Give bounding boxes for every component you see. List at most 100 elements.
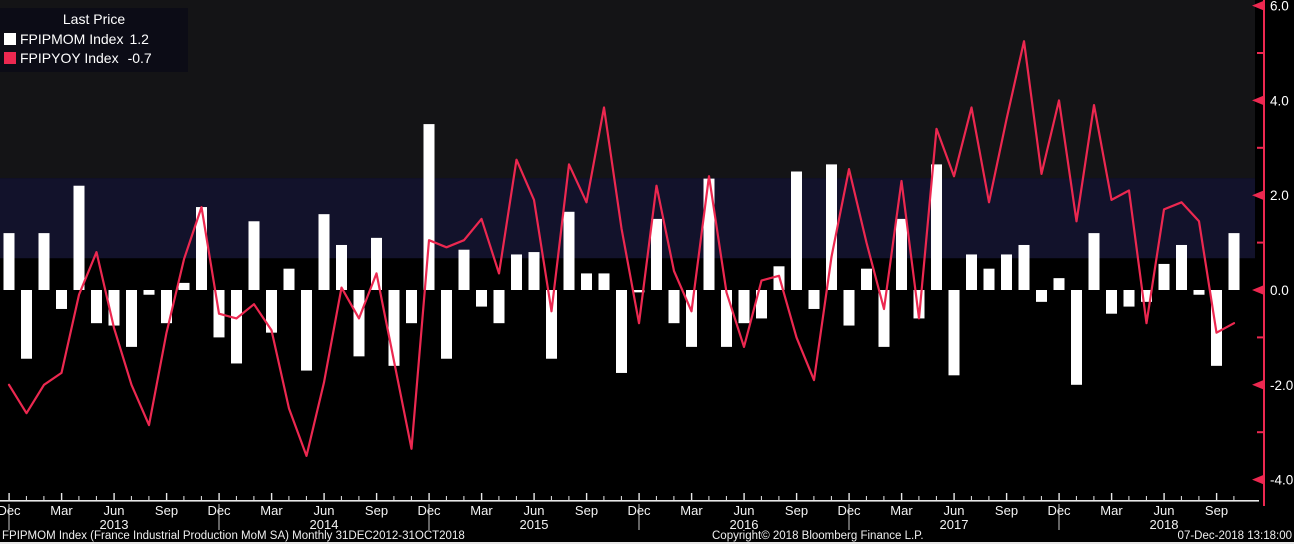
bar-fpipmom[interactable]	[913, 290, 925, 319]
x-tick	[883, 496, 885, 500]
chart-legend: Last Price FPIPMOM Index 1.2 FPIPYOY Ind…	[0, 8, 188, 72]
bar-fpipmom[interactable]	[563, 211, 575, 290]
bar-fpipmom[interactable]	[73, 185, 85, 290]
bar-fpipmom[interactable]	[353, 290, 365, 357]
bar-fpipmom[interactable]	[1141, 290, 1152, 302]
bar-fpipmom[interactable]	[966, 254, 977, 290]
bar-fpipmom[interactable]	[423, 124, 435, 290]
bar-fpipmom[interactable]	[791, 171, 802, 291]
bar-fpipmom[interactable]	[388, 290, 400, 366]
bar-fpipmom[interactable]	[336, 244, 347, 290]
bar-fpipmom[interactable]	[301, 290, 312, 371]
bar-fpipmom[interactable]	[1123, 290, 1135, 307]
x-tick	[253, 496, 255, 500]
bar-fpipmom[interactable]	[56, 290, 67, 309]
x-tick-label: Dec	[0, 503, 21, 518]
bar-fpipmom[interactable]	[581, 273, 592, 290]
bar-fpipmom[interactable]	[283, 268, 295, 290]
bar-fpipmom[interactable]	[406, 290, 417, 324]
bar-fpipmom[interactable]	[248, 221, 260, 290]
year-separator	[638, 504, 640, 530]
bar-fpipmom[interactable]	[476, 290, 487, 307]
footer-bar: FPIPMOM Index (France Industrial Product…	[0, 528, 1294, 544]
bar-fpipmom[interactable]	[126, 290, 137, 347]
x-tick	[935, 496, 937, 500]
bar-fpipmom[interactable]	[231, 290, 242, 364]
bar-fpipmom[interactable]	[1018, 244, 1030, 290]
bar-fpipmom[interactable]	[808, 290, 820, 309]
bar-fpipmom[interactable]	[896, 218, 907, 290]
bar-fpipmom[interactable]	[1228, 233, 1240, 290]
x-tick	[533, 493, 535, 500]
bar-fpipmom[interactable]	[161, 290, 172, 324]
bar-fpipmom[interactable]	[861, 268, 872, 290]
bar-fpipmom[interactable]	[458, 249, 470, 290]
bar-fpipmom[interactable]	[38, 233, 50, 290]
bar-fpipmom[interactable]	[878, 290, 890, 347]
bar-fpipmom[interactable]	[668, 290, 680, 324]
bar-fpipmom[interactable]	[371, 237, 382, 290]
x-tick	[620, 496, 622, 500]
footer-copyright: Copyright© 2018 Bloomberg Finance L.P.	[712, 530, 924, 542]
bar-fpipmom[interactable]	[651, 218, 662, 290]
bar-fpipmom[interactable]	[1053, 278, 1065, 290]
x-tick	[655, 496, 657, 500]
bar-fpipmom[interactable]	[843, 290, 855, 326]
x-tick-label: Sep	[575, 503, 598, 518]
year-separator	[848, 504, 850, 530]
bar-fpipmom[interactable]	[948, 290, 960, 376]
bar-fpipmom[interactable]	[21, 290, 32, 359]
bar-fpipmom[interactable]	[1176, 244, 1187, 290]
bar-fpipmom[interactable]	[178, 282, 190, 290]
x-tick	[428, 493, 430, 500]
y-tick-label: 6.0	[1270, 0, 1289, 14]
bar-fpipmom[interactable]	[1158, 263, 1170, 290]
bar-fpipmom[interactable]	[196, 207, 207, 290]
fpipmom-swatch-icon	[4, 33, 16, 46]
y-minor-tick	[1257, 431, 1263, 434]
bar-fpipmom[interactable]	[1001, 254, 1012, 290]
bar-fpipmom[interactable]	[738, 290, 750, 324]
x-tick-label: Mar	[260, 503, 283, 518]
bar-fpipmom[interactable]	[511, 254, 522, 290]
bar-fpipmom[interactable]	[1193, 290, 1205, 295]
bar-fpipmom[interactable]	[1088, 233, 1100, 290]
x-tick-label: Sep	[785, 503, 808, 518]
bar-fpipmom[interactable]	[441, 290, 452, 359]
bar-fpipmom[interactable]	[266, 290, 277, 333]
bar-fpipmom[interactable]	[528, 252, 540, 290]
legend-item-fpipyoy[interactable]: FPIPYOY Index -0.7	[0, 49, 188, 68]
bar-fpipmom[interactable]	[826, 164, 837, 290]
x-tick	[515, 496, 517, 500]
bar-fpipmom[interactable]	[686, 290, 697, 347]
bar-fpipmom[interactable]	[91, 290, 102, 324]
bar-fpipmom[interactable]	[756, 290, 767, 319]
bar-fpipmom[interactable]	[108, 290, 120, 326]
bar-fpipmom[interactable]	[983, 268, 995, 290]
bar-fpipmom[interactable]	[616, 290, 627, 373]
bar-fpipmom[interactable]	[721, 290, 732, 347]
bar-fpipmom[interactable]	[1106, 290, 1117, 314]
bar-fpipmom[interactable]	[598, 273, 610, 290]
bar-fpipmom[interactable]	[1036, 290, 1047, 302]
y-tick-arrow-icon	[1252, 285, 1263, 295]
x-tick	[673, 496, 675, 500]
bar-fpipmom[interactable]	[3, 233, 15, 290]
x-tick	[568, 496, 570, 500]
bar-fpipmom[interactable]	[143, 290, 155, 295]
bar-fpipmom[interactable]	[1071, 290, 1082, 385]
x-tick	[340, 496, 342, 500]
y-minor-tick	[1257, 52, 1263, 54]
x-tick	[393, 496, 395, 500]
bar-fpipmom[interactable]	[493, 290, 505, 324]
x-tick	[25, 496, 27, 500]
bar-fpipmom[interactable]	[703, 178, 715, 290]
bar-fpipmom[interactable]	[318, 214, 330, 290]
line-fpipyoy[interactable]	[7, 40, 1236, 457]
bar-fpipmom[interactable]	[633, 290, 645, 293]
bar-fpipmom[interactable]	[546, 290, 557, 359]
bar-fpipmom[interactable]	[931, 164, 942, 290]
x-tick	[130, 496, 132, 500]
legend-item-fpipmom[interactable]: FPIPMOM Index 1.2	[0, 30, 188, 49]
